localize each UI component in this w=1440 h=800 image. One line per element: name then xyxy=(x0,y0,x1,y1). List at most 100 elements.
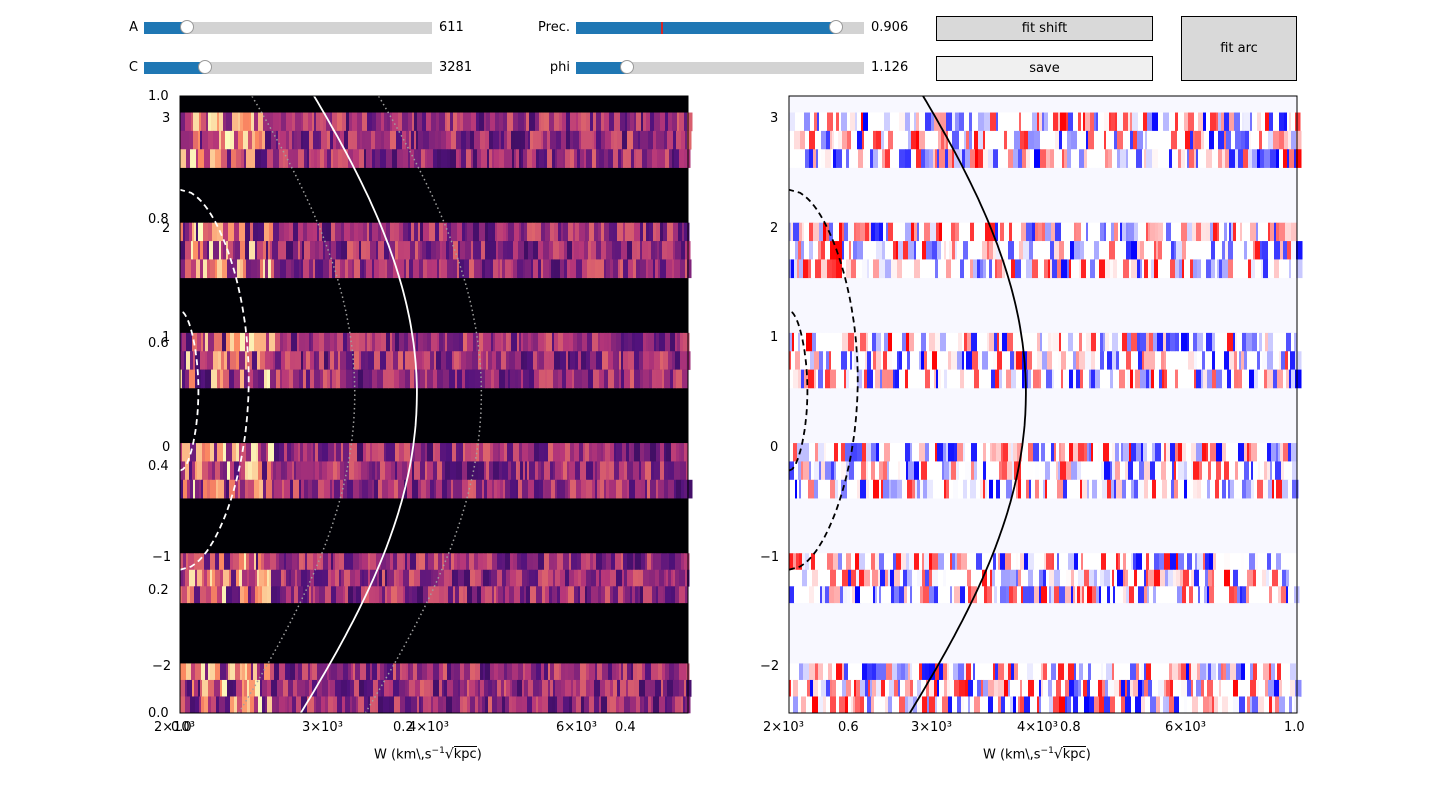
heatmap-cell xyxy=(658,663,663,681)
heatmap-cell xyxy=(197,461,203,481)
heatmap-cell xyxy=(1039,679,1042,697)
heatmap-cell xyxy=(534,479,540,499)
heatmap-cell xyxy=(533,553,539,571)
heatmap-cell xyxy=(493,259,499,279)
save-button[interactable]: save xyxy=(936,56,1153,81)
heatmap-cell xyxy=(202,679,209,697)
heatmap-cell xyxy=(1228,259,1234,279)
heatmap-cell xyxy=(1101,461,1105,481)
heatmap-cell xyxy=(651,461,655,481)
heatmap-cell xyxy=(601,586,606,604)
heatmap-cell xyxy=(834,443,839,462)
heatmap-cell xyxy=(327,149,332,168)
slider-c-handle[interactable] xyxy=(198,60,212,74)
heatmap-cell xyxy=(809,663,816,681)
heatmap-cell xyxy=(488,679,493,697)
heatmap-cell xyxy=(1096,663,1102,681)
heatmap-cell xyxy=(263,241,267,260)
heatmap-cell xyxy=(836,696,840,714)
heatmap-cell xyxy=(1119,443,1122,462)
heatmap-cell xyxy=(410,369,415,389)
heatmap-cell xyxy=(1291,332,1295,352)
heatmap-cell xyxy=(1152,679,1159,697)
heatmap-cell xyxy=(1125,461,1129,481)
slider-prec-track[interactable] xyxy=(576,20,864,34)
heatmap-cell xyxy=(958,479,964,499)
heatmap-cell xyxy=(861,461,867,481)
slider-prec-handle[interactable] xyxy=(829,20,843,34)
heatmap-cell xyxy=(508,461,512,481)
heatmap-cell xyxy=(1245,130,1250,150)
heatmap-cell xyxy=(513,112,519,132)
fit-shift-button[interactable]: fit shift xyxy=(936,16,1153,41)
heatmap-cell xyxy=(599,696,602,714)
heatmap-cell xyxy=(1214,569,1220,587)
heatmap-cell xyxy=(859,569,865,587)
right-heatmap-plot[interactable] xyxy=(788,95,1303,714)
left-heatmap-plot[interactable] xyxy=(179,95,693,714)
heatmap-cell xyxy=(399,679,406,697)
heatmap-cell xyxy=(1146,222,1149,242)
slider-a-track[interactable] xyxy=(144,20,432,34)
heatmap-cell xyxy=(408,112,413,132)
heatmap-cell xyxy=(940,112,947,132)
heatmap-cell xyxy=(885,696,889,714)
heatmap-cell xyxy=(1174,479,1179,499)
heatmap-cell xyxy=(545,479,552,499)
heatmap-cell xyxy=(1253,351,1258,370)
heatmap-cell xyxy=(347,553,354,571)
fit-arc-button[interactable]: fit arc xyxy=(1181,16,1297,81)
heatmap-cell xyxy=(638,569,644,587)
heatmap-cell xyxy=(888,569,891,587)
heatmap-cell xyxy=(1020,553,1025,571)
heatmap-cell xyxy=(266,241,269,260)
heatmap-cell xyxy=(522,479,529,499)
heatmap-cell xyxy=(1194,149,1197,168)
heatmap-cell xyxy=(467,332,474,352)
heatmap-cell xyxy=(423,332,428,352)
slider-a-handle[interactable] xyxy=(180,20,194,34)
left-xnorm-0.0: 0.0 xyxy=(171,720,192,735)
heatmap-cell xyxy=(293,369,300,389)
heatmap-cell xyxy=(360,569,363,587)
heatmap-cell xyxy=(260,586,263,604)
heatmap-cell xyxy=(879,461,884,481)
heatmap-cell xyxy=(668,569,672,587)
heatmap-cell xyxy=(217,443,224,462)
heatmap-cell xyxy=(1195,130,1202,150)
heatmap-cell xyxy=(909,332,915,352)
heatmap-cell xyxy=(362,553,369,571)
heatmap-cell xyxy=(883,461,888,481)
slider-c-track[interactable] xyxy=(144,60,432,74)
heatmap-cell xyxy=(1026,479,1030,499)
heatmap-cell xyxy=(330,479,333,499)
heatmap-cell xyxy=(370,696,376,714)
heatmap-cell xyxy=(480,663,484,681)
heatmap-cell xyxy=(538,553,545,571)
heatmap-cell xyxy=(1221,112,1225,132)
heatmap-cell xyxy=(294,461,297,481)
heatmap-cell xyxy=(1092,222,1095,242)
heatmap-cell xyxy=(433,696,439,714)
heatmap-cell xyxy=(914,222,918,242)
heatmap-cell xyxy=(545,369,548,389)
slider-phi-handle[interactable] xyxy=(620,60,634,74)
heatmap-cell xyxy=(584,149,587,168)
heatmap-cell xyxy=(932,351,938,370)
heatmap-cell xyxy=(939,149,946,168)
heatmap-cell xyxy=(668,112,673,132)
heatmap-cell xyxy=(478,696,481,714)
heatmap-cell xyxy=(508,369,511,389)
heatmap-cell xyxy=(666,569,669,587)
heatmap-cell xyxy=(383,696,390,714)
right-xtick-4e3: 4×10³ xyxy=(1017,720,1058,735)
heatmap-cell xyxy=(1283,149,1288,168)
heatmap-cell xyxy=(929,586,935,604)
heatmap-cell xyxy=(789,696,794,714)
heatmap-cell xyxy=(946,332,952,352)
heatmap-cell xyxy=(1269,696,1273,714)
heatmap-cell xyxy=(525,259,532,279)
heatmap-cell xyxy=(1169,112,1176,132)
slider-phi-track[interactable] xyxy=(576,60,864,74)
heatmap-cell xyxy=(1270,461,1273,481)
